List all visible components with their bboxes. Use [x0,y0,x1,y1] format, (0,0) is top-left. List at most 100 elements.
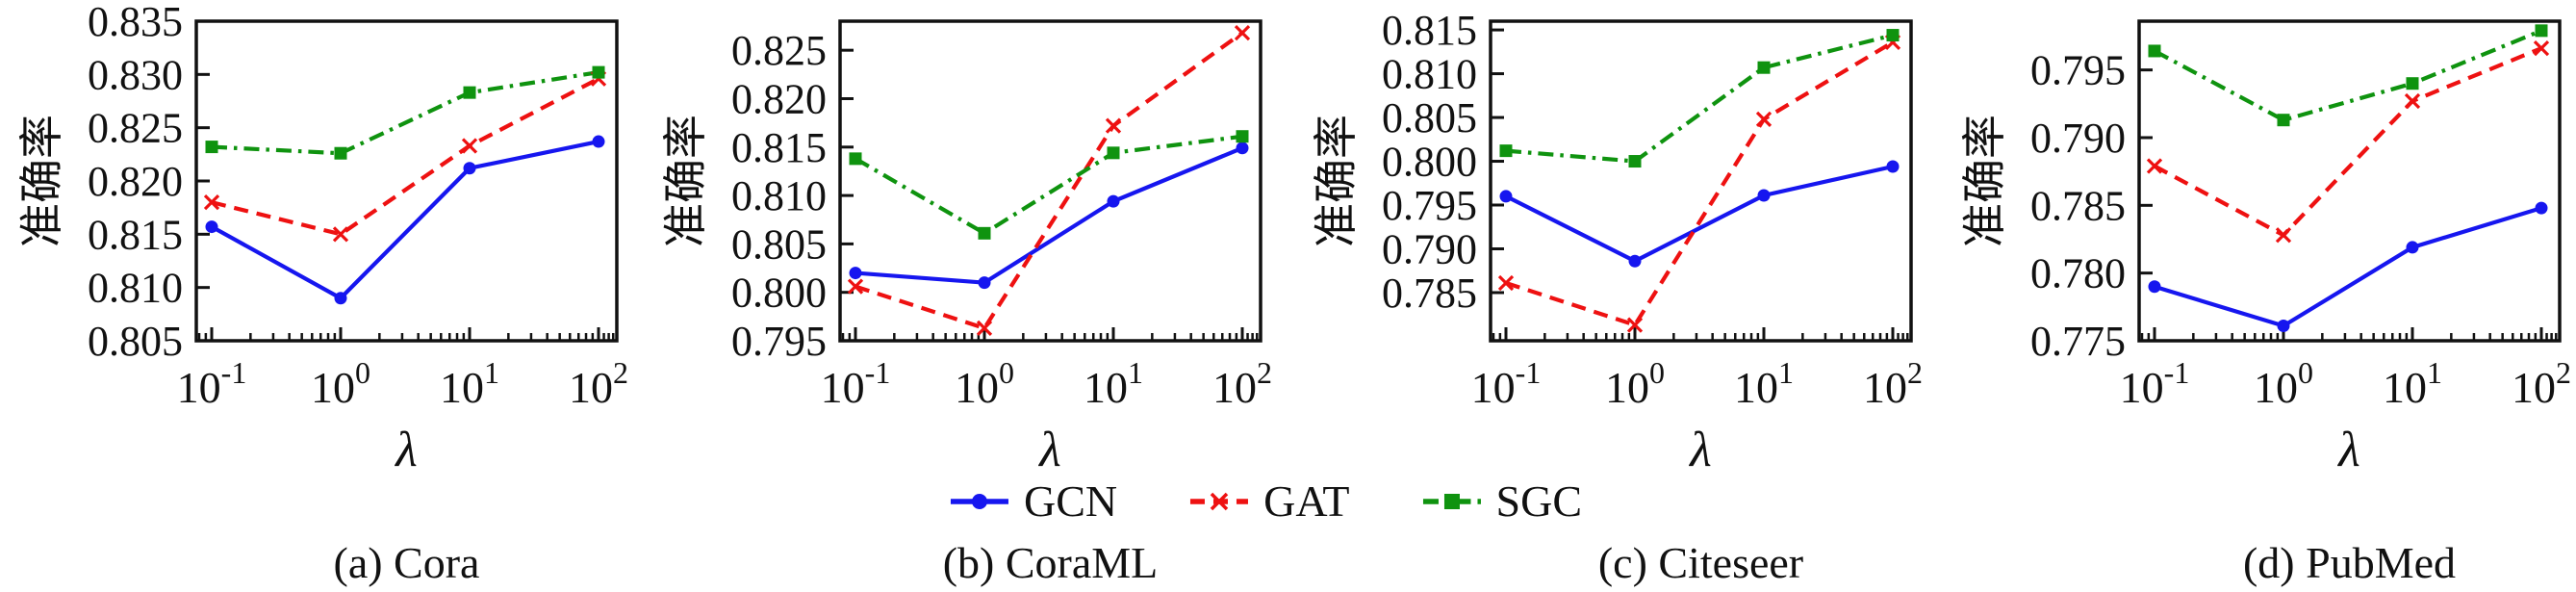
marker-square-sgc [205,141,218,154]
y-tick-label: 0.805 [731,220,827,268]
marker-circle-gcn [2535,201,2548,215]
x-tick-label: 100 [1605,355,1665,412]
y-tick-label: 0.810 [731,172,827,219]
y-tick-label: 0.780 [2030,250,2126,297]
x-axis-label: λ [1688,423,1712,477]
x-axis-label: λ [394,423,418,477]
marker-square-sgc [1628,155,1642,168]
x-tick-label: 101 [1734,355,1794,412]
y-tick-label: 0.815 [1382,7,1477,54]
x-tick-label: 10-1 [1471,355,1542,412]
marker-square-sgc [2406,77,2419,90]
marker-circle-gcn [978,276,991,290]
y-axis-label: 准确率 [1960,115,2009,247]
legend-item-gcn: GCN [949,479,1117,524]
marker-x-gat [847,278,864,295]
marker-x-gat [1234,24,1251,41]
x-tick-label: 100 [955,355,1014,412]
y-tick-label: 0.795 [731,318,827,365]
series-line-sgc [854,134,1243,236]
y-tick-label: 0.815 [88,211,183,258]
x-tick-label: 101 [1084,355,1143,412]
gat-line-marker-icon [1190,492,1249,511]
x-tick-label: 100 [2254,355,2313,412]
y-tick-label: 0.805 [88,318,183,365]
series-line-gat [854,31,1244,331]
y-tick-label: 0.790 [1382,225,1477,272]
axis-frame [2137,19,2562,343]
marker-square-sgc [592,65,605,79]
caption-a: (a) Cora [333,538,480,587]
marker-circle-gcn [1499,190,1513,203]
caption-c: (c) Citeseer [1597,538,1804,587]
x-tick-label: 10-1 [177,355,247,412]
y-tick-label: 0.825 [88,105,183,152]
y-tick-label: 0.790 [2030,115,2126,162]
y-tick-label: 0.805 [1382,94,1477,142]
y-tick-label: 0.820 [88,158,183,205]
series-line-gat [2154,46,2542,238]
y-tick-label: 0.800 [731,270,827,317]
marker-x-gat [2404,92,2421,110]
x-tick-label: 100 [311,355,370,412]
marker-circle-gcn [1886,160,1900,173]
x-tick-label: 101 [2383,355,2442,412]
series-line-gcn [2154,206,2542,328]
x-axis-label: λ [1037,423,1061,477]
y-tick-label: 0.835 [88,0,183,45]
caption-d: (d) PubMed [2242,538,2457,587]
caption-b: (b) CoraML [942,538,1159,587]
marker-circle-gcn [1236,142,1249,155]
gcn-line-marker-icon [950,494,1008,509]
legend-item-gat: GAT [1188,476,1350,526]
marker-x-gat [2146,158,2163,174]
marker-circle-gcn [463,162,476,175]
marker-square-sgc [1236,130,1249,143]
marker-circle-gcn [592,135,605,148]
y-tick-label: 0.815 [731,124,827,171]
marker-circle-gcn [1628,254,1642,268]
series-line-gat [211,76,599,237]
marker-x-gat [1626,317,1644,333]
marker-x-gat [203,194,220,211]
y-tick-label: 0.800 [1382,139,1477,186]
marker-x-gat [976,320,993,337]
x-tick-label: 102 [569,355,628,412]
panel-a: 0.805 0.810 0.815 0.820 0.825 0.830 0.835 10-1 1… [17,0,628,477]
axis-frame [194,19,619,343]
marker-x-gat [332,226,349,243]
marker-circle-gcn [1107,194,1120,208]
x-tick-label: 10-1 [821,355,891,412]
y-tick-label: 0.785 [2030,182,2126,229]
legend-row: GCN GAT SGC [949,479,1582,524]
marker-square-sgc [334,146,347,160]
series-line-sgc [211,70,599,156]
marker-circle-gcn [205,220,218,234]
marker-square-sgc [978,226,991,240]
axis-frame [838,19,1262,343]
marker-x-gat [1105,117,1122,134]
marker-x-gat [2275,227,2292,244]
legend-label-gat: GAT [1263,476,1350,526]
marker-square-sgc [1886,29,1900,42]
marker-square-sgc [849,152,862,166]
marker-square-sgc [2277,114,2290,127]
marker-square-sgc [1499,144,1513,158]
x-tick-label: 102 [1863,355,1923,412]
y-tick-label: 0.775 [2030,318,2126,365]
marker-square-sgc [463,86,476,99]
marker-square-sgc [2148,44,2161,58]
y-tick-label: 0.810 [1382,51,1477,98]
marker-circle-gcn [1757,189,1771,202]
series-line-sgc [2154,28,2542,122]
x-axis-label: λ [2336,423,2360,477]
marker-x-gat [1755,111,1773,128]
y-tick-label: 0.785 [1382,270,1477,317]
panel-d: 0.775 0.780 0.785 0.790 0.795 10-1 100 101 102 λ 准… [1960,19,2571,477]
marker-circle-gcn [334,292,347,305]
legend-label-sgc: SGC [1495,476,1583,526]
